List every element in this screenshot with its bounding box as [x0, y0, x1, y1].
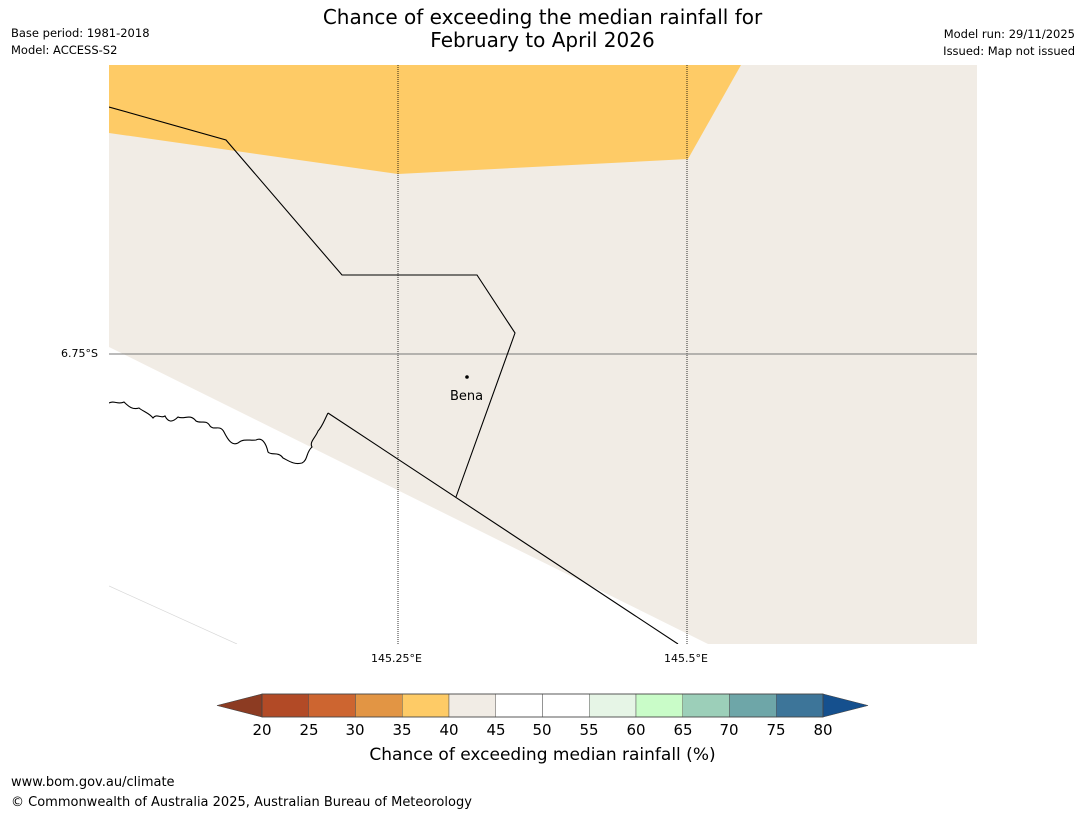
- footer-url[interactable]: www.bom.gov.au/climate: [11, 775, 175, 790]
- colorbar-tick: 60: [626, 721, 646, 739]
- colorbar-high-arrow: [822, 693, 869, 718]
- map-title-line2: February to April 2026: [430, 28, 655, 52]
- colorbar: [216, 693, 869, 718]
- map-area: [109, 65, 977, 644]
- region-35-40: [109, 65, 741, 174]
- colorbar-bin: [261, 693, 309, 718]
- colorbar-tick: 65: [673, 721, 693, 739]
- colorbar-low-arrow: [216, 693, 263, 718]
- latitude-label: 6.75°S: [61, 347, 98, 360]
- colorbar-tick: 45: [486, 721, 506, 739]
- colorbar-bin: [495, 693, 543, 718]
- province-boundary: [109, 106, 516, 498]
- colorbar-bin: [448, 693, 496, 718]
- meta-left: Base period: 1981-2018 Model: ACCESS-S2: [11, 25, 150, 59]
- colorbar-outline: [261, 693, 824, 718]
- footer-copyright: © Commonwealth of Australia 2025, Austra…: [11, 795, 472, 810]
- colorbar-tick: 80: [813, 721, 833, 739]
- colorbar-tick: 25: [299, 721, 319, 739]
- colorbar-bin: [355, 693, 403, 718]
- colorbar-bin: [308, 693, 356, 718]
- town-marker-bena: [465, 375, 469, 379]
- colorbar-title: Chance of exceeding median rainfall (%): [369, 745, 716, 765]
- colorbar-bin: [682, 693, 730, 718]
- colorbar-tick: 30: [345, 721, 365, 739]
- colorbar-bin: [776, 693, 824, 718]
- colorbar-bin: [402, 693, 450, 718]
- colorbar-tick: 55: [579, 721, 599, 739]
- province-boundary-south: [327, 412, 679, 644]
- base-period-text: Base period: 1981-2018: [11, 26, 150, 40]
- map-title-line1: Chance of exceeding the median rainfall …: [322, 5, 763, 29]
- river-line: [109, 401, 329, 465]
- longitude-label-145-25: 145.25°E: [371, 652, 422, 665]
- faint-contour-line: [109, 585, 238, 644]
- colorbar-bins: [261, 693, 824, 718]
- map-title: Chance of exceeding the median rainfall …: [0, 6, 1085, 52]
- longitude-label-145-5: 145.5°E: [664, 652, 708, 665]
- colorbar-bin: [635, 693, 683, 718]
- colorbar-tick: 20: [252, 721, 272, 739]
- colorbar-bin: [542, 693, 590, 718]
- colorbar-bin: [729, 693, 777, 718]
- town-label-bena: Bena: [450, 389, 484, 404]
- colorbar-bin: [589, 693, 637, 718]
- model-run-text: Model run: 29/11/2025: [943, 27, 1075, 41]
- meta-right: Model run: 29/11/2025 Issued: Map not is…: [943, 26, 1075, 60]
- issued-text: Issued: Map not issued: [943, 44, 1075, 58]
- colorbar-tick: 35: [392, 721, 412, 739]
- colorbar-tick: 50: [532, 721, 552, 739]
- model-text: Model: ACCESS-S2: [11, 43, 118, 57]
- colorbar-tick: 40: [439, 721, 459, 739]
- colorbar-tick: 75: [766, 721, 786, 739]
- colorbar-tick: 70: [719, 721, 739, 739]
